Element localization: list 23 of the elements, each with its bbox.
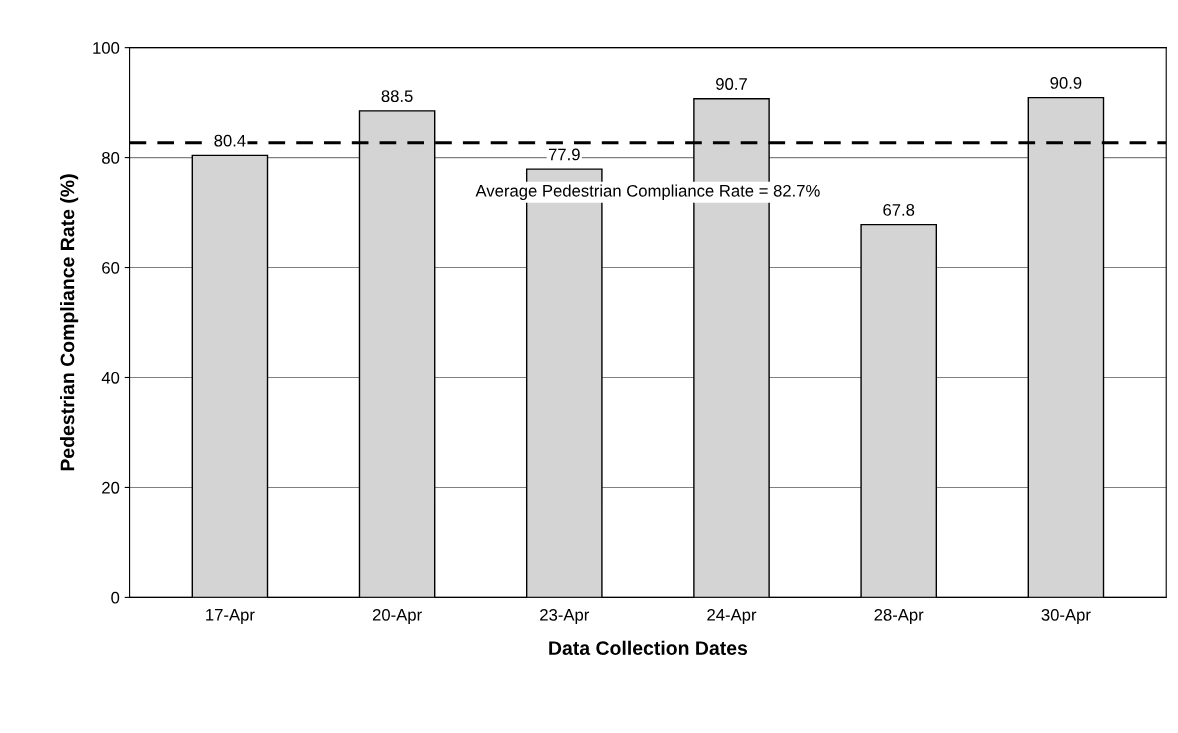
data-label: 88.5 (381, 90, 413, 103)
y-tick-label: 100 (93, 42, 120, 54)
x-tick-label: 24-Apr (707, 608, 757, 625)
x-tick-label: 30-Apr (1041, 608, 1091, 625)
x-tick-label: 28-Apr (874, 608, 924, 625)
x-axis-title: Data Collection Dates (549, 640, 748, 655)
data-label: 77.9 (548, 148, 580, 161)
y-tick-label: 0 (111, 591, 120, 604)
y-tick-label: 40 (101, 371, 120, 384)
y-tick-label: 60 (102, 261, 120, 274)
y-tick-label: 20 (102, 481, 120, 494)
x-tick-label: 20-Apr (372, 608, 422, 625)
x-tick-label: 17-Apr (206, 609, 255, 625)
ref-line-label: Average Pedestrian Compliance Rate = 82.7% (475, 184, 820, 200)
y-axis-title: Pedestrian Compliance Rate (%) (60, 174, 79, 471)
data-label: 90.7 (716, 78, 747, 90)
data-label: 67.8 (883, 204, 915, 216)
x-tick-label: 23-Apr (540, 608, 590, 625)
bar (191, 154, 269, 598)
data-label: 80.4 (214, 134, 246, 147)
data-label: 90.9 (1050, 77, 1082, 89)
y-tick-label: 80 (102, 152, 120, 164)
bar (860, 223, 938, 598)
